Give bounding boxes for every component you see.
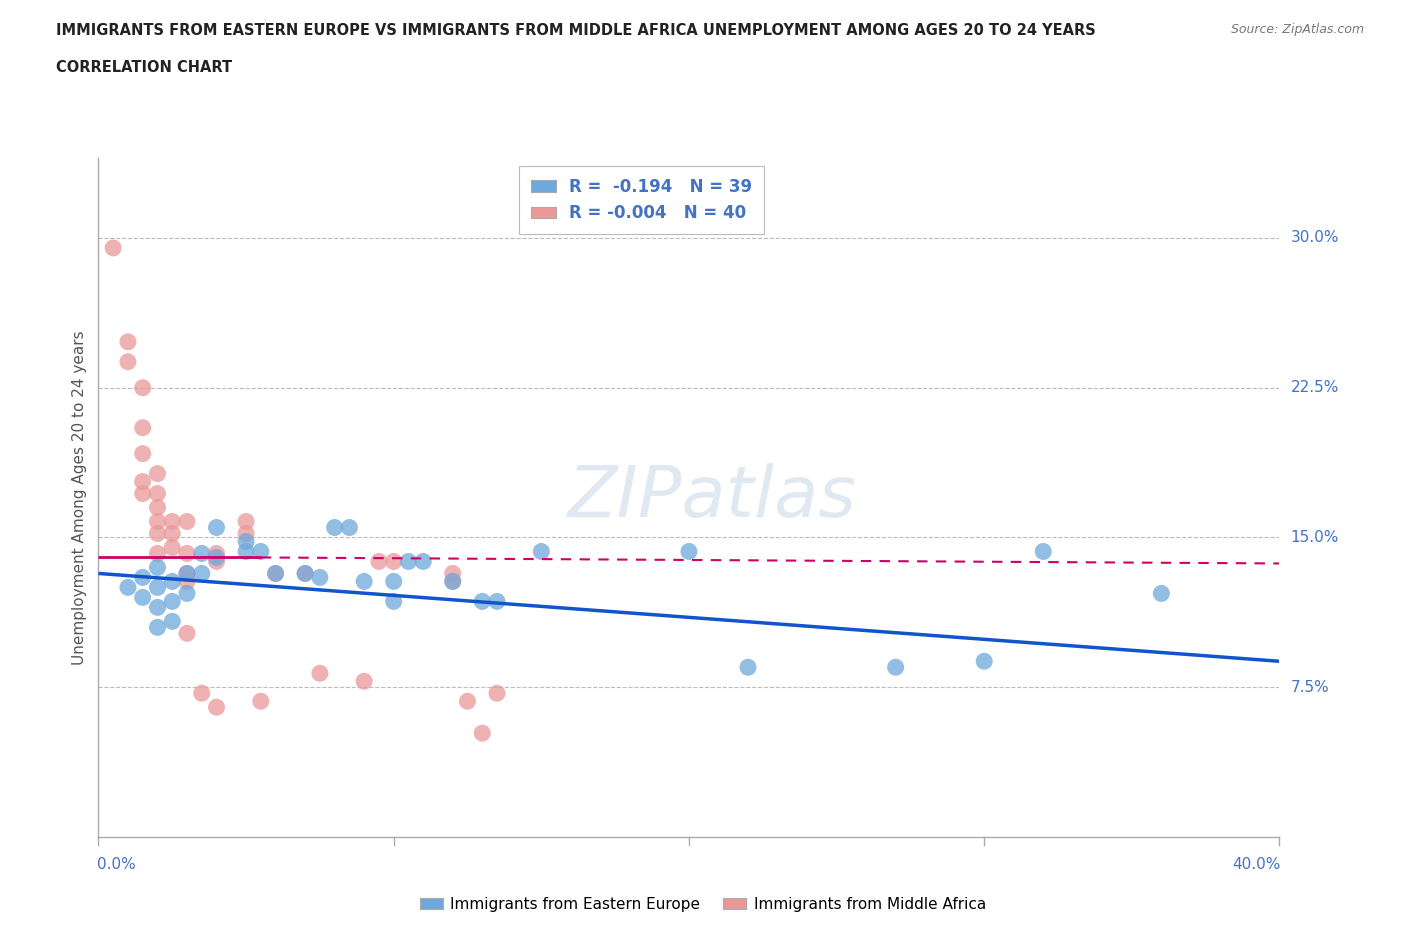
Text: ZIPatlas: ZIPatlas <box>568 463 858 532</box>
Point <box>441 566 464 581</box>
Point <box>205 520 228 535</box>
Point <box>353 574 375 589</box>
Point <box>176 566 198 581</box>
Point <box>250 694 273 709</box>
Text: CORRELATION CHART: CORRELATION CHART <box>56 60 232 75</box>
Point <box>146 560 169 575</box>
Point <box>117 335 139 350</box>
Point <box>132 590 155 604</box>
Point <box>132 446 155 461</box>
Point <box>132 570 155 585</box>
Point <box>412 554 434 569</box>
Point <box>309 666 332 681</box>
Point <box>191 566 214 581</box>
Text: 30.0%: 30.0% <box>1291 231 1339 246</box>
Text: Source: ZipAtlas.com: Source: ZipAtlas.com <box>1230 23 1364 36</box>
Point <box>146 580 169 595</box>
Point <box>162 540 183 555</box>
Point <box>191 546 214 561</box>
Point <box>737 660 759 675</box>
Point <box>441 574 464 589</box>
Point <box>1032 544 1054 559</box>
Point <box>382 594 405 609</box>
Point <box>176 586 198 601</box>
Point <box>146 486 169 501</box>
Point <box>456 694 478 709</box>
Text: 7.5%: 7.5% <box>1291 680 1329 695</box>
Point <box>205 554 228 569</box>
Point <box>176 546 198 561</box>
Point <box>132 380 155 395</box>
Point <box>176 626 198 641</box>
Point <box>191 685 214 700</box>
Point <box>530 544 553 559</box>
Point <box>382 554 405 569</box>
Point <box>146 466 169 481</box>
Point <box>1150 586 1173 601</box>
Point <box>162 514 183 529</box>
Point <box>132 474 155 489</box>
Point <box>117 580 139 595</box>
Point <box>471 594 494 609</box>
Point <box>146 546 169 561</box>
Point <box>353 674 375 689</box>
Point <box>176 574 198 589</box>
Point <box>146 600 169 615</box>
Point <box>441 574 464 589</box>
Point <box>264 566 287 581</box>
Point <box>162 614 183 629</box>
Legend: Immigrants from Eastern Europe, Immigrants from Middle Africa: Immigrants from Eastern Europe, Immigran… <box>413 891 993 918</box>
Point <box>146 500 169 515</box>
Point <box>486 594 509 609</box>
Y-axis label: Unemployment Among Ages 20 to 24 years: Unemployment Among Ages 20 to 24 years <box>72 330 87 665</box>
Point <box>337 520 360 535</box>
Point <box>146 514 169 529</box>
Point <box>176 566 198 581</box>
Point <box>382 574 405 589</box>
Point <box>294 566 316 581</box>
Point <box>486 685 509 700</box>
Point <box>146 526 169 541</box>
Point <box>132 420 155 435</box>
Point <box>250 544 273 559</box>
Point <box>235 526 257 541</box>
Legend: R =  -0.194   N = 39, R = -0.004   N = 40: R = -0.194 N = 39, R = -0.004 N = 40 <box>519 166 763 234</box>
Point <box>117 354 139 369</box>
Point <box>235 514 257 529</box>
Point <box>235 534 257 549</box>
Point <box>294 566 316 581</box>
Text: 0.0%: 0.0% <box>97 857 136 872</box>
Point <box>309 570 332 585</box>
Point <box>205 546 228 561</box>
Text: 15.0%: 15.0% <box>1291 530 1339 545</box>
Point <box>368 554 391 569</box>
Text: 40.0%: 40.0% <box>1232 857 1281 872</box>
Point <box>884 660 907 675</box>
Point <box>162 574 183 589</box>
Point <box>162 594 183 609</box>
Point <box>176 514 198 529</box>
Point <box>471 725 494 740</box>
Point <box>264 566 287 581</box>
Point <box>205 699 228 714</box>
Point <box>146 620 169 635</box>
Point <box>103 241 125 256</box>
Point <box>323 520 346 535</box>
Point <box>162 526 183 541</box>
Point <box>235 544 257 559</box>
Point <box>678 544 700 559</box>
Point <box>205 550 228 565</box>
Point <box>973 654 995 669</box>
Point <box>396 554 419 569</box>
Point <box>132 486 155 501</box>
Text: IMMIGRANTS FROM EASTERN EUROPE VS IMMIGRANTS FROM MIDDLE AFRICA UNEMPLOYMENT AMO: IMMIGRANTS FROM EASTERN EUROPE VS IMMIGR… <box>56 23 1097 38</box>
Text: 22.5%: 22.5% <box>1291 380 1339 395</box>
